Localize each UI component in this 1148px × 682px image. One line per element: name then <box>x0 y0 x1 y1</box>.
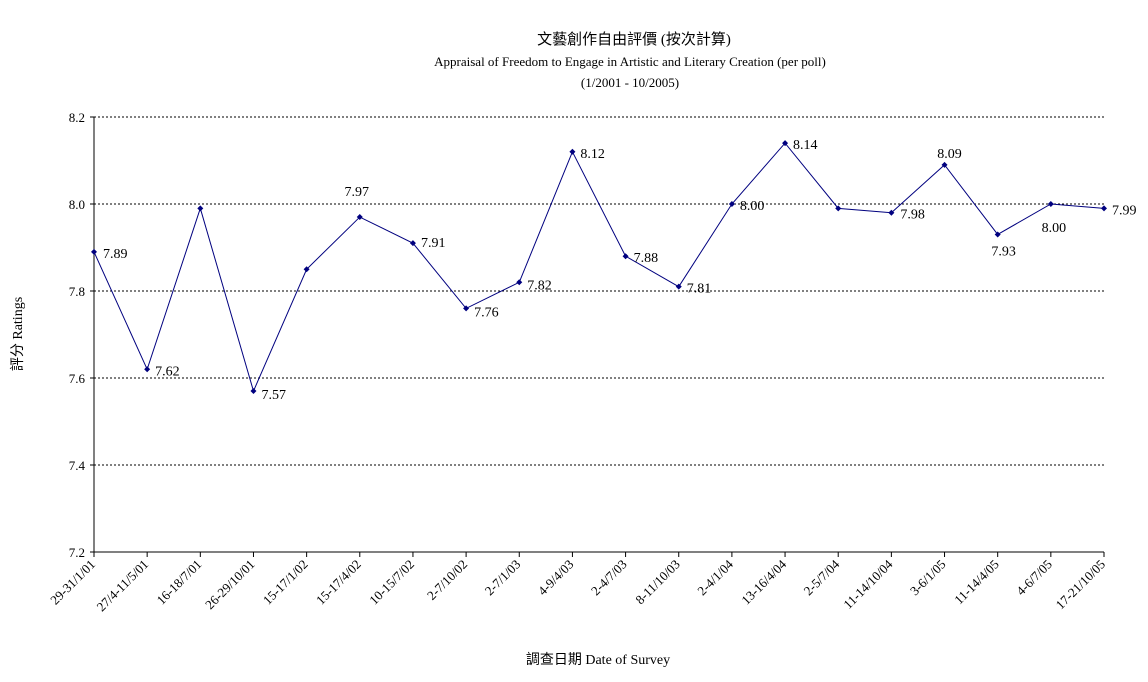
y-tick-label: 7.6 <box>69 371 86 386</box>
data-label: 7.82 <box>527 278 552 293</box>
data-point <box>91 248 97 255</box>
data-point <box>569 148 576 155</box>
x-tick-label: 11-14/10/04 <box>840 556 896 612</box>
chart-title: 文藝創作自由評價 (按次計算) <box>537 30 731 48</box>
series-line <box>91 140 1107 395</box>
data-point <box>675 283 682 290</box>
data-point <box>303 266 310 273</box>
data-labels: 7.89 7.62 7.57 7.97 7.91 7.76 7.82 8.12 7.88 7.81… <box>103 138 1137 403</box>
data-point <box>622 253 629 260</box>
data-point <box>835 205 842 212</box>
data-label: 8.00 <box>740 199 765 214</box>
y-tick-label: 7.8 <box>69 284 85 299</box>
x-tick-label: 2-5/7/04 <box>801 556 843 598</box>
x-tick-label: 2-4/7/03 <box>588 557 630 599</box>
data-point <box>994 231 1001 238</box>
data-label: 7.93 <box>991 244 1016 259</box>
x-tick-label: 4-6/7/05 <box>1013 557 1055 599</box>
data-point <box>941 161 948 168</box>
x-axis-label: 調查日期 Date of Survey <box>526 652 670 668</box>
x-tick-label: 8-11/10/03 <box>632 557 683 608</box>
data-label: 7.97 <box>345 185 370 200</box>
chart-subtitle: Appraisal of Freedom to Engage in Artist… <box>434 54 826 69</box>
x-tick-label: 2-4/1/04 <box>694 556 736 598</box>
data-label: 7.88 <box>634 251 659 266</box>
data-point <box>888 209 895 216</box>
data-label: 8.12 <box>580 147 605 162</box>
x-tick-label: 3-6/1/05 <box>907 557 949 599</box>
series-polyline <box>93 142 1105 393</box>
x-tick-label: 11-14/4/05 <box>951 557 1002 608</box>
data-point <box>144 366 151 373</box>
data-point <box>516 279 523 286</box>
axes <box>93 117 1104 553</box>
x-tick-label: 2-7/1/03 <box>482 557 524 599</box>
y-axis-ticks: 7.2 7.4 7.6 7.8 8.0 8.2 <box>69 110 94 560</box>
x-tick-label: 4-9/4/03 <box>535 557 577 599</box>
x-tick-label: 10-15/7/02 <box>366 557 417 608</box>
x-tick-label: 16-18/7/01 <box>153 557 204 608</box>
data-point <box>250 388 257 395</box>
data-label: 7.89 <box>103 247 128 262</box>
x-tick-label: 2-7/10/02 <box>424 557 470 603</box>
data-point <box>409 240 416 247</box>
y-tick-label: 7.2 <box>69 545 85 560</box>
data-label: 8.09 <box>937 147 962 162</box>
data-label: 7.62 <box>155 364 180 379</box>
y-tick-label: 7.4 <box>69 458 86 473</box>
x-tick-label: 29-31/1/01 <box>47 557 98 608</box>
data-label: 7.81 <box>687 282 712 297</box>
y-tick-label: 8.2 <box>69 110 85 125</box>
data-label: 7.57 <box>261 388 286 403</box>
x-tick-label: 13-16/4/04 <box>738 556 789 607</box>
data-label: 8.14 <box>793 138 818 153</box>
data-label: 7.91 <box>421 236 446 251</box>
data-point <box>356 214 363 221</box>
x-tick-label: 27/4-11/5/01 <box>94 557 152 615</box>
data-point <box>1047 201 1054 207</box>
data-label: 7.98 <box>900 208 925 223</box>
data-label: 7.76 <box>474 305 499 320</box>
data-point <box>782 140 789 147</box>
y-axis-label: 評分 Ratings <box>10 297 26 371</box>
x-tick-label: 17-21/10/05 <box>1053 557 1109 613</box>
data-point <box>728 201 735 207</box>
data-point <box>1101 205 1107 212</box>
gridlines <box>94 116 1104 466</box>
x-tick-label: 15-17/1/02 <box>260 557 311 608</box>
data-label: 8.00 <box>1042 221 1067 236</box>
data-point <box>463 305 470 312</box>
data-label: 7.99 <box>1112 203 1137 218</box>
chart-date-range: (1/2001 - 10/2005) <box>581 75 679 90</box>
x-tick-label: 26-29/10/01 <box>202 557 258 613</box>
y-tick-label: 8.0 <box>69 197 85 212</box>
x-tick-label: 15-17/4/02 <box>313 557 364 608</box>
data-point <box>197 205 204 212</box>
